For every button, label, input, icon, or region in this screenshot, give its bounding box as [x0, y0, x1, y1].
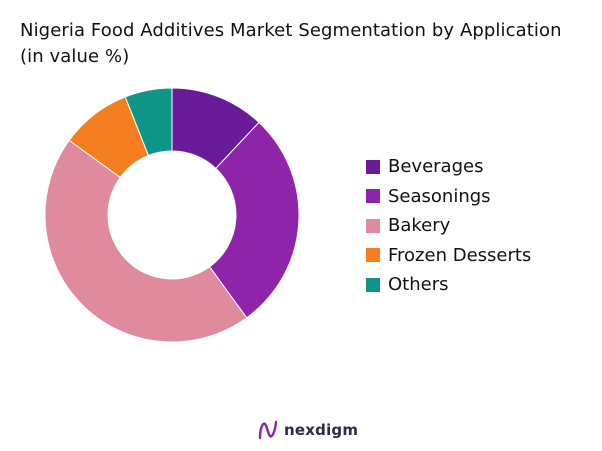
slice-others — [124, 87, 173, 157]
legend-label: Beverages — [388, 156, 484, 178]
chart-subtitle: (in value %) — [20, 46, 130, 67]
legend-item-bakery: Bakery — [366, 211, 531, 241]
legend-label: Frozen Desserts — [388, 244, 532, 266]
legend-label: Bakery — [388, 215, 451, 237]
nexdigm-logo-icon — [258, 420, 278, 440]
slice-seasonings — [208, 121, 300, 319]
legend-item-seasonings: Seasonings — [366, 182, 531, 212]
chart-title-text: Nigeria Food Additives Market Segmentati… — [20, 20, 562, 41]
legend-item-others: Others — [366, 270, 531, 300]
legend-swatch — [366, 159, 380, 174]
brand-logo: nexdigm — [256, 418, 358, 442]
legend-swatch — [366, 189, 380, 204]
legend-item-beverages: Beverages — [366, 152, 531, 182]
legend-swatch — [366, 248, 380, 263]
chart-title: Nigeria Food Additives Market Segmentati… — [20, 18, 590, 70]
slice-bakery — [44, 139, 248, 343]
legend-label: Seasonings — [388, 185, 491, 207]
legend-item-frozen-desserts: Frozen Desserts — [366, 241, 531, 271]
brand-name: nexdigm — [284, 421, 359, 439]
chart-legend: Beverages Seasonings Bakery Frozen Desserts… — [366, 152, 531, 300]
legend-label: Others — [388, 274, 449, 296]
legend-swatch — [366, 277, 380, 292]
legend-swatch — [366, 218, 380, 233]
